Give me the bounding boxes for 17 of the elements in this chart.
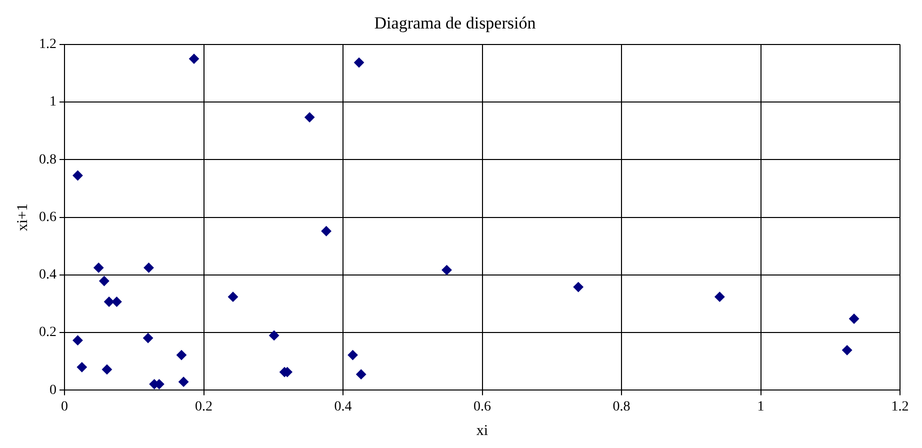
- y-tick-label: 0.4: [39, 268, 56, 283]
- y-tick-label: 0.8: [39, 152, 56, 168]
- y-tick-label: 0.6: [39, 210, 56, 225]
- y-axis-title: xi+1: [14, 203, 31, 232]
- y-tick-label: 1: [50, 94, 56, 110]
- x-tick-label: 1: [757, 399, 764, 414]
- y-tick-label: 1.2: [39, 37, 56, 52]
- x-tick-label: 0: [61, 399, 68, 414]
- x-tick-label: 0.4: [334, 399, 352, 414]
- y-tick-label: 0.2: [39, 325, 56, 340]
- x-tick-label: 0.6: [474, 399, 491, 414]
- x-axis-title: xi: [476, 422, 488, 439]
- x-tick-label: 1.2: [891, 399, 909, 414]
- x-tick-label: 0.2: [195, 399, 212, 414]
- chart-title: Diagrama de dispersión: [374, 14, 536, 33]
- y-tick-label: 0: [50, 382, 56, 398]
- x-tick-label: 0.8: [612, 399, 630, 414]
